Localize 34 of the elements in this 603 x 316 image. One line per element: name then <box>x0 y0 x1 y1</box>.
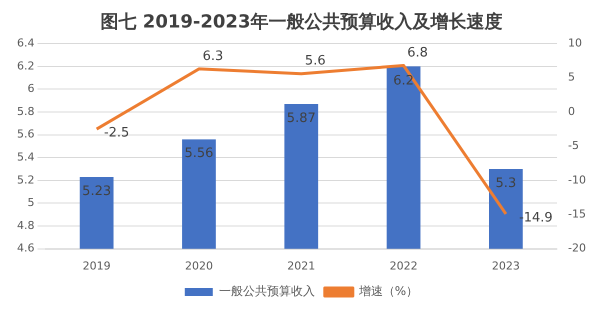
y2-tick-label: 10 <box>568 36 582 50</box>
legend-label: 一般公共预算收入 <box>218 284 315 298</box>
data-label: 5.23 <box>82 184 112 199</box>
chart-title: 图七 2019-2023年一般公共预算收入及增长速度 <box>100 11 502 32</box>
x-tick-label: 2023 <box>492 259 520 272</box>
data-label: 6.3 <box>202 48 224 64</box>
y-tick-label: 5.6 <box>16 128 34 141</box>
y-tick-label: 6.2 <box>16 59 34 72</box>
y2-tick-label: -15 <box>568 207 586 220</box>
data-label: -2.5 <box>104 125 130 140</box>
data-label: 5.56 <box>184 146 214 162</box>
data-label: 5.6 <box>304 54 326 69</box>
y-tick-label: 5.8 <box>16 104 34 118</box>
y2-tick-label: -20 <box>568 242 586 255</box>
data-label: 6.8 <box>407 45 428 60</box>
y-tick-label: 5.4 <box>16 150 34 164</box>
y2-tick-label: 0 <box>568 104 576 118</box>
x-tick-label: 2022 <box>390 259 418 272</box>
y2-tick-label: -10 <box>568 173 586 186</box>
data-label: 6.2 <box>393 73 414 88</box>
y2-tick-label: 5 <box>568 70 576 84</box>
y-tick-label: 6.4 <box>16 36 34 50</box>
y-tick-label: 4.8 <box>16 218 34 232</box>
legend-label: 增速（%） <box>358 284 418 298</box>
x-tick-label: 2020 <box>184 259 213 272</box>
y-tick-label: 6 <box>27 82 34 96</box>
x-tick-label: 2021 <box>287 259 316 272</box>
y-tick-label: 5 <box>27 196 34 210</box>
x-tick-label: 2019 <box>82 259 111 272</box>
data-label: 5.3 <box>496 176 516 191</box>
y-tick-label: 5.2 <box>16 173 34 186</box>
y-tick-label: 4.6 <box>16 242 34 255</box>
data-label: 5.87 <box>286 110 316 126</box>
y2-tick-label: -5 <box>568 139 580 152</box>
